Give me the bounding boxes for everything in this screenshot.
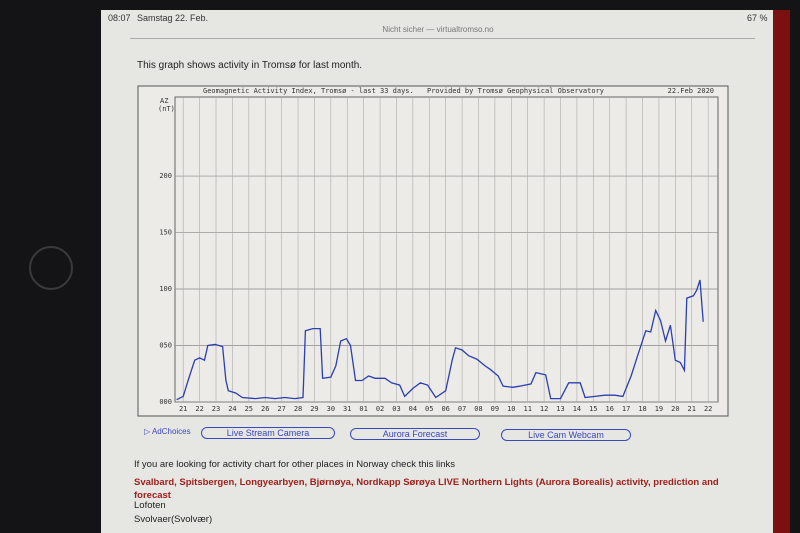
divider <box>130 38 755 39</box>
y-tick-label: 150 <box>159 229 172 237</box>
side-strip <box>773 10 790 533</box>
y-tick-label: 050 <box>159 342 172 350</box>
x-tick-label: 20 <box>671 405 679 413</box>
x-tick-label: 13 <box>556 405 564 413</box>
link[interactable]: Svolvaer(Svolvær) <box>134 514 213 525</box>
x-tick-label: 30 <box>327 405 335 413</box>
x-tick-label: 07 <box>458 405 466 413</box>
chart-frame <box>137 85 729 417</box>
x-tick-label: 09 <box>491 405 499 413</box>
x-tick-label: 29 <box>310 405 318 413</box>
x-tick-label: 11 <box>523 405 531 413</box>
ad-choices[interactable]: ▷ AdChoices <box>144 427 191 436</box>
x-tick-label: 10 <box>507 405 515 413</box>
x-tick-label: 06 <box>441 405 449 413</box>
ad-choices-label[interactable]: AdChoices <box>151 427 191 436</box>
x-tick-label: 01 <box>359 405 367 413</box>
link[interactable]: Svalbard, Spitsbergen, Longyearbyen, Bjø… <box>134 477 719 501</box>
button[interactable]: Live Stream Camera <box>201 427 335 439</box>
x-tick-label: 05 <box>425 405 433 413</box>
x-tick-label: 28 <box>294 405 302 413</box>
x-tick-label: 21 <box>179 405 187 413</box>
x-tick-label: 19 <box>655 405 663 413</box>
home-button <box>29 246 73 290</box>
x-tick-label: 04 <box>409 405 417 413</box>
chart-title: Geomagnetic Activity Index, Tromsø - las… <box>203 87 414 95</box>
x-tick-label: 31 <box>343 405 351 413</box>
x-tick-label: 22 <box>704 405 712 413</box>
chart-subtitle: Provided by Tromsø Geophysical Observato… <box>427 87 604 95</box>
links-text: If you are looking for activity chart fo… <box>134 459 456 470</box>
x-tick-label: 14 <box>573 405 581 413</box>
date: Samstag 22. Feb. <box>137 13 209 23</box>
x-tick-label: 21 <box>688 405 696 413</box>
x-tick-label: 02 <box>376 405 384 413</box>
battery: 67 % <box>747 13 768 23</box>
button[interactable]: Aurora Forecast <box>350 428 480 440</box>
x-tick-label: 26 <box>261 405 269 413</box>
x-tick-label: 24 <box>228 405 236 413</box>
y-tick-label: 100 <box>159 285 172 293</box>
link[interactable]: Lofoten <box>134 500 166 511</box>
time: 08:07 <box>108 13 131 23</box>
y-tick-label: 200 <box>159 172 172 180</box>
x-tick-label: 22 <box>195 405 203 413</box>
url[interactable]: Nicht sicher — virtualtromso.no <box>382 25 494 34</box>
x-tick-label: 27 <box>277 405 285 413</box>
x-tick-label: 16 <box>606 405 614 413</box>
x-tick-label: 23 <box>212 405 220 413</box>
x-tick-label: 17 <box>622 405 630 413</box>
button[interactable]: Live Cam Webcam <box>501 429 631 441</box>
x-tick-label: 03 <box>392 405 400 413</box>
y-unit: (nT) <box>158 105 175 113</box>
y-label: AZ <box>160 97 168 105</box>
data-line <box>176 279 704 401</box>
chart-date: 22.Feb 2020 <box>668 87 714 95</box>
intro: This graph shows activity in Tromsø for … <box>137 60 363 71</box>
x-tick-label: 18 <box>638 405 646 413</box>
x-tick-label: 08 <box>474 405 482 413</box>
y-tick-label: 000 <box>159 398 172 406</box>
x-tick-label: 12 <box>540 405 548 413</box>
x-tick-label: 25 <box>245 405 253 413</box>
x-tick-label: 15 <box>589 405 597 413</box>
